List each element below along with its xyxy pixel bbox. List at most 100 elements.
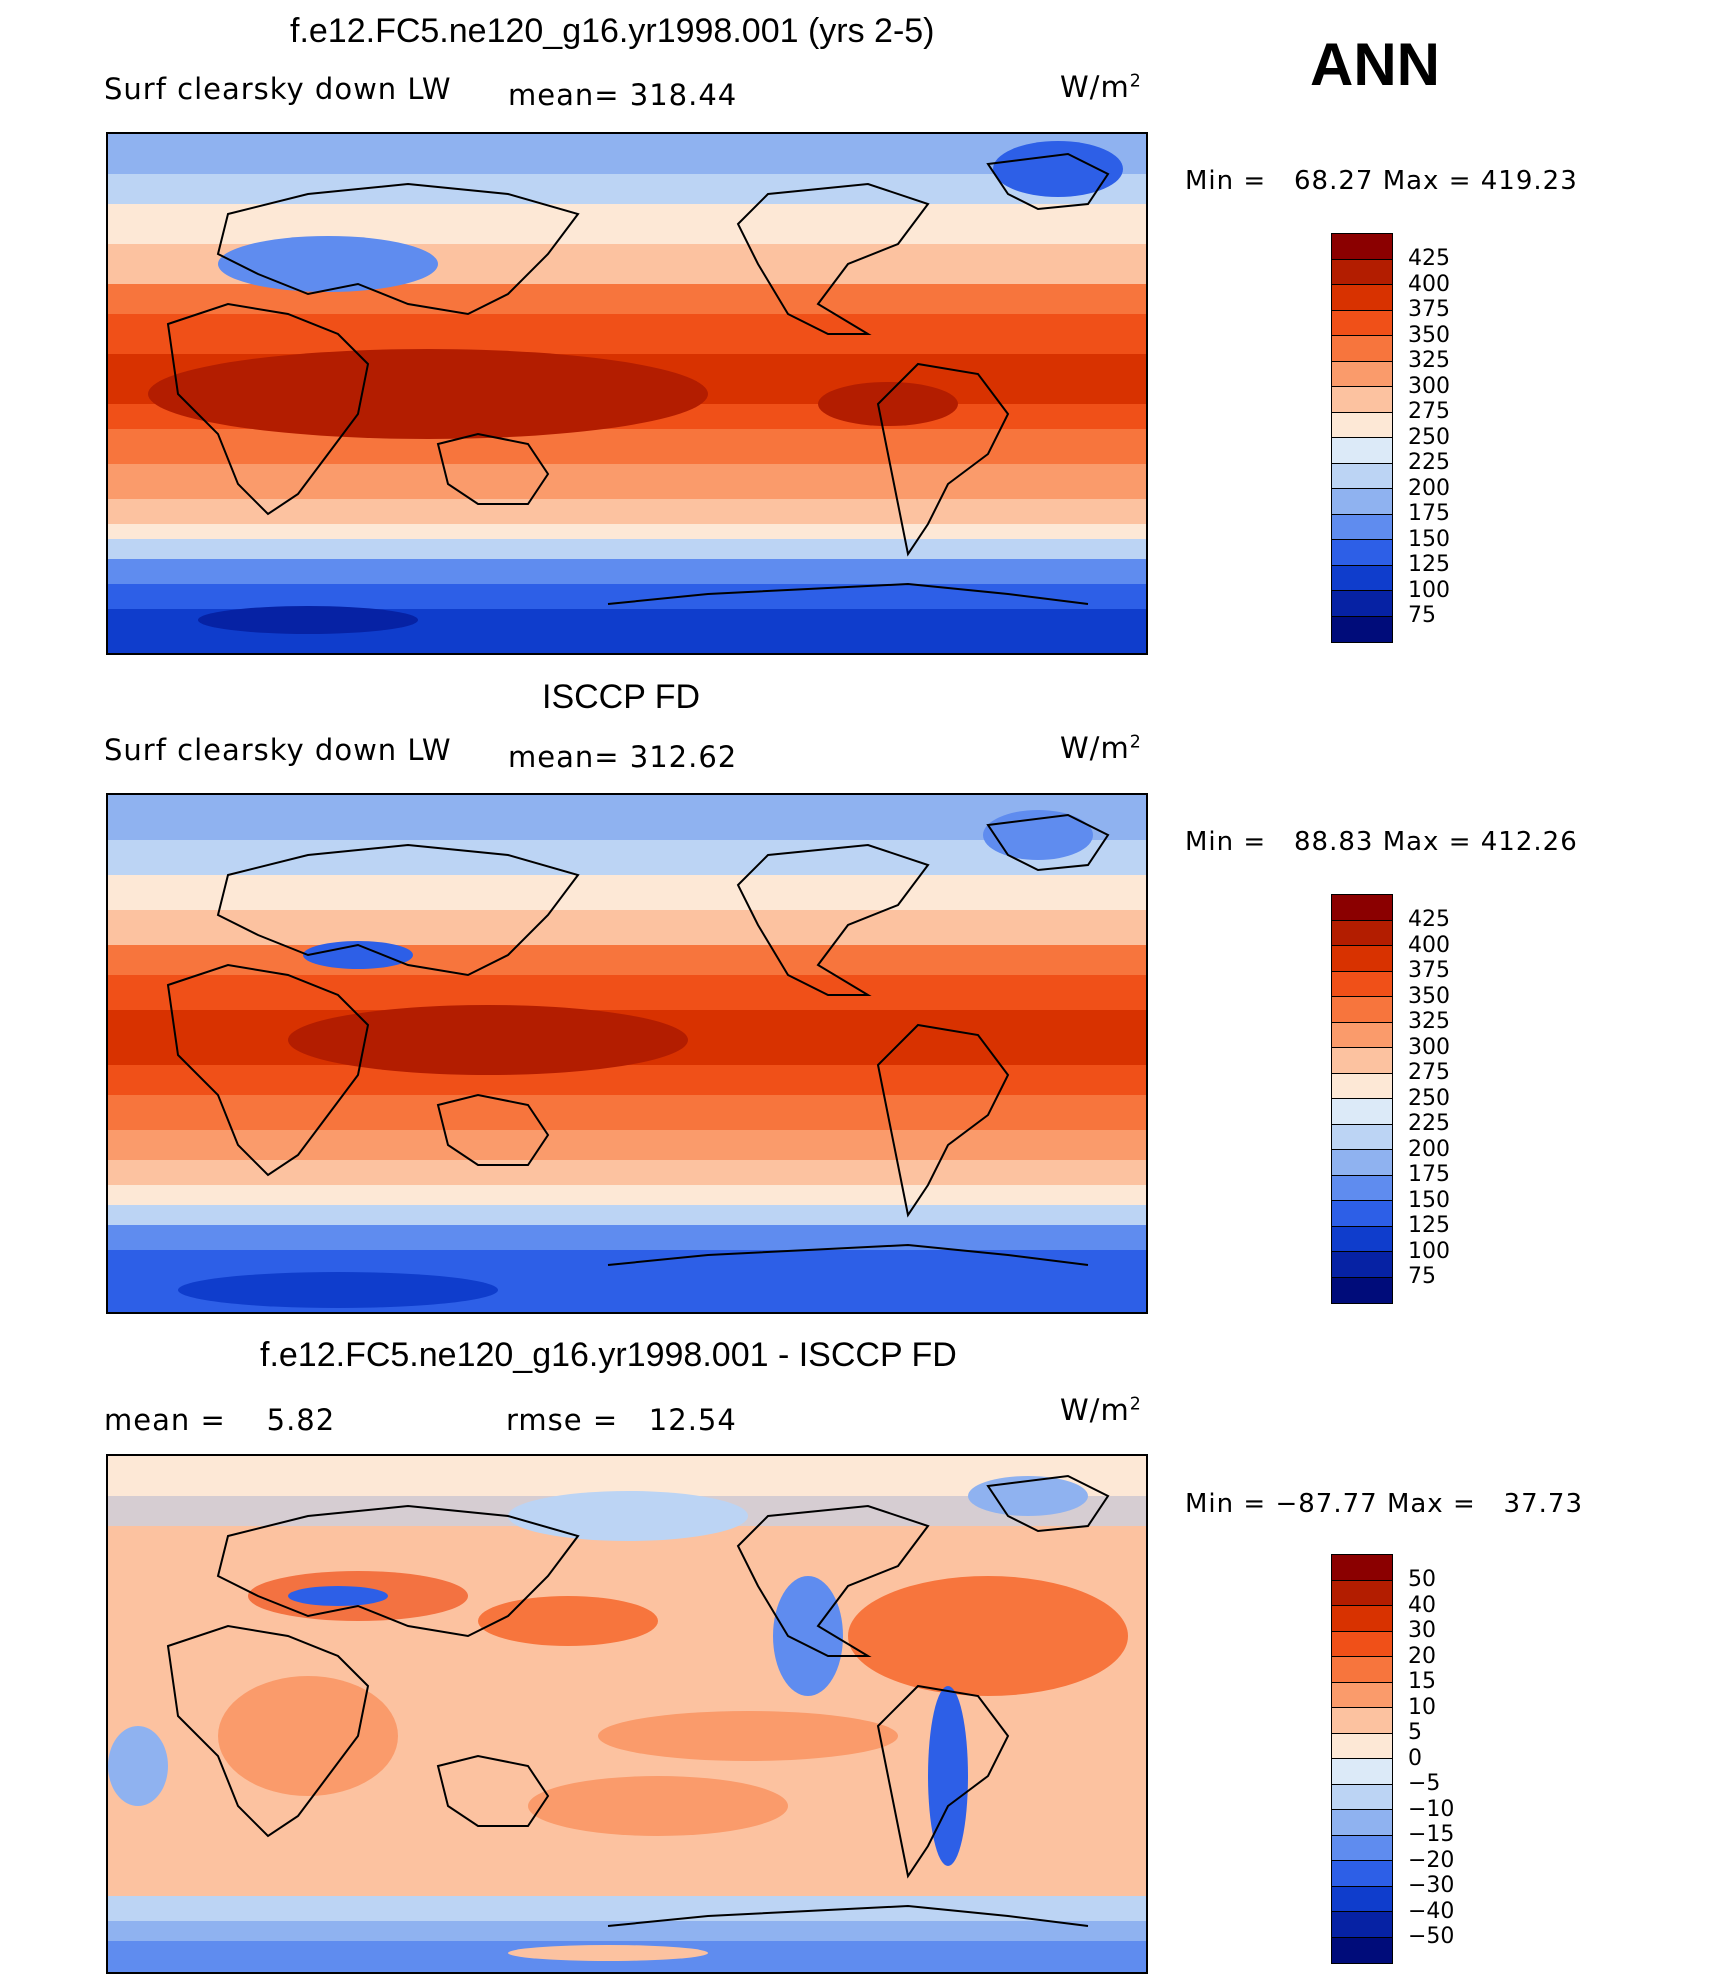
panel1-map <box>106 132 1148 655</box>
colorbar-swatch <box>1332 514 1392 540</box>
panel2-mean-value: 312.62 <box>629 740 738 774</box>
colorbar-swatch <box>1332 1682 1392 1708</box>
colorbar-tick-label: −40 <box>1408 1898 1455 1924</box>
panel3-colorbar-labels: 50 40 30 20 15 10 5 0 −5 −10 −15 −20 −30 −40 −50 <box>1408 1567 1454 1950</box>
panel3-minmax: Min = −87.77 Max = 37.73 <box>1185 1489 1583 1519</box>
colorbar-swatch <box>1332 1022 1392 1048</box>
colorbar-tick-label: −15 <box>1408 1822 1455 1847</box>
panel2-map-svg <box>108 795 1146 1312</box>
colorbar-tick-label: 100 <box>1408 1238 1450 1264</box>
colorbar-tick-label: 125 <box>1408 552 1450 577</box>
panel1-colorbar-labels: 425 400 375 350 325 300 275 250 225 200 175 150 125 1… <box>1408 246 1450 629</box>
colorbar-tick-label: −50 <box>1408 1924 1455 1949</box>
colorbar-swatch <box>1332 310 1392 336</box>
colorbar-tick-label: 5 <box>1408 1720 1422 1745</box>
colorbar-swatch <box>1332 1708 1392 1734</box>
colorbar-swatch <box>1332 895 1392 921</box>
colorbar-tick-label: 375 <box>1408 958 1450 983</box>
colorbar-swatch <box>1332 540 1392 566</box>
panel2-mean-label: mean= <box>508 740 620 774</box>
colorbar-swatch <box>1332 997 1392 1023</box>
colorbar-swatch <box>1332 234 1392 260</box>
panel3-min-value: −87.77 <box>1275 1489 1378 1519</box>
colorbar-swatch <box>1332 1048 1392 1074</box>
colorbar-swatch <box>1332 1124 1392 1150</box>
colorbar-swatch <box>1332 463 1392 489</box>
colorbar-swatch <box>1332 361 1392 387</box>
colorbar-tick-label: 275 <box>1408 399 1450 424</box>
units-sup: 2 <box>1129 71 1142 92</box>
colorbar-tick-label: 325 <box>1408 1009 1450 1034</box>
colorbar-tick-label: 200 <box>1408 1136 1450 1162</box>
colorbar-tick-label: −10 <box>1408 1796 1455 1822</box>
season-label: ANN <box>1310 31 1440 98</box>
colorbar-tick-label: 100 <box>1408 577 1450 603</box>
units-text: W/m <box>1060 70 1130 104</box>
colorbar-tick-label: 400 <box>1408 932 1450 958</box>
colorbar-tick-label: 15 <box>1408 1669 1436 1694</box>
colorbar-swatch <box>1332 438 1392 464</box>
colorbar-swatch <box>1332 1810 1392 1836</box>
panel3-mean-value: 5.82 <box>266 1403 336 1437</box>
colorbar-tick-label: 350 <box>1408 983 1450 1009</box>
colorbar-tick-label: 425 <box>1408 246 1450 271</box>
colorbar-swatch <box>1332 1201 1392 1227</box>
panel2-colorbar <box>1331 894 1393 1304</box>
colorbar-tick-label: 50 <box>1408 1567 1436 1592</box>
colorbar-tick-label: 40 <box>1408 1592 1436 1618</box>
panel3-rmse: rmse = 12.54 <box>506 1403 737 1437</box>
panel1-title: f.e12.FC5.ne120_g16.yr1998.001 (yrs 2-5) <box>290 12 935 50</box>
panel3-map <box>106 1454 1148 1974</box>
colorbar-swatch <box>1332 1759 1392 1785</box>
colorbar-swatch <box>1332 1099 1392 1125</box>
colorbar-swatch <box>1332 1150 1392 1176</box>
panel3-rmse-value: 12.54 <box>648 1403 737 1437</box>
panel1-mean: mean= 318.44 <box>508 78 737 112</box>
panel2-minmax: Min = 88.83 Max = 412.26 <box>1185 827 1578 857</box>
colorbar-swatch <box>1332 1631 1392 1657</box>
colorbar-tick-label: −20 <box>1408 1847 1455 1873</box>
colorbar-tick-label: 350 <box>1408 322 1450 348</box>
colorbar-tick-label: 175 <box>1408 501 1450 526</box>
colorbar-swatch <box>1332 1226 1392 1252</box>
colorbar-swatch <box>1332 1580 1392 1606</box>
units-sup: 2 <box>1129 1394 1142 1415</box>
panel2-units: W/m2 <box>1060 731 1142 765</box>
colorbar-swatch <box>1332 1252 1392 1278</box>
panel2-min-label: Min = <box>1185 827 1267 857</box>
panel3-max-value: 37.73 <box>1503 1489 1583 1519</box>
panel1-colorbar <box>1331 233 1393 643</box>
colorbar-tick-label: 425 <box>1408 907 1450 932</box>
colorbar-swatch <box>1332 259 1392 285</box>
colorbar-swatch <box>1332 616 1392 642</box>
panel1-min-label: Min = <box>1185 166 1267 196</box>
panel3-min-label: Min = <box>1185 1489 1267 1519</box>
panel2-max-value: 412.26 <box>1480 827 1578 857</box>
colorbar-swatch <box>1332 1733 1392 1759</box>
colorbar-swatch <box>1332 1555 1392 1581</box>
colorbar-tick-label: 75 <box>1408 1264 1436 1289</box>
panel2-max-label: Max = <box>1382 827 1472 857</box>
colorbar-tick-label: 225 <box>1408 450 1450 475</box>
colorbar-swatch <box>1332 1073 1392 1099</box>
colorbar-tick-label: 125 <box>1408 1213 1450 1238</box>
colorbar-swatch <box>1332 336 1392 362</box>
panel3-max-label: Max = <box>1386 1489 1476 1519</box>
panel1-max-label: Max = <box>1382 166 1472 196</box>
colorbar-swatch <box>1332 1277 1392 1303</box>
colorbar-swatch <box>1332 565 1392 591</box>
units-sup: 2 <box>1129 732 1142 753</box>
panel2-variable: Surf clearsky down LW <box>104 733 452 767</box>
panel1-map-svg <box>108 134 1146 653</box>
colorbar-tick-label: −30 <box>1408 1873 1455 1898</box>
colorbar-swatch <box>1332 1886 1392 1912</box>
panel2-title: ISCCP FD <box>542 678 701 716</box>
colorbar-tick-label: −5 <box>1408 1771 1441 1796</box>
colorbar-tick-label: 150 <box>1408 1187 1450 1213</box>
panel1-max-value: 419.23 <box>1480 166 1578 196</box>
panel1-mean-label: mean= <box>508 78 620 112</box>
colorbar-tick-label: 375 <box>1408 297 1450 322</box>
colorbar-swatch <box>1332 285 1392 311</box>
colorbar-tick-label: 200 <box>1408 475 1450 501</box>
colorbar-swatch <box>1332 1861 1392 1887</box>
